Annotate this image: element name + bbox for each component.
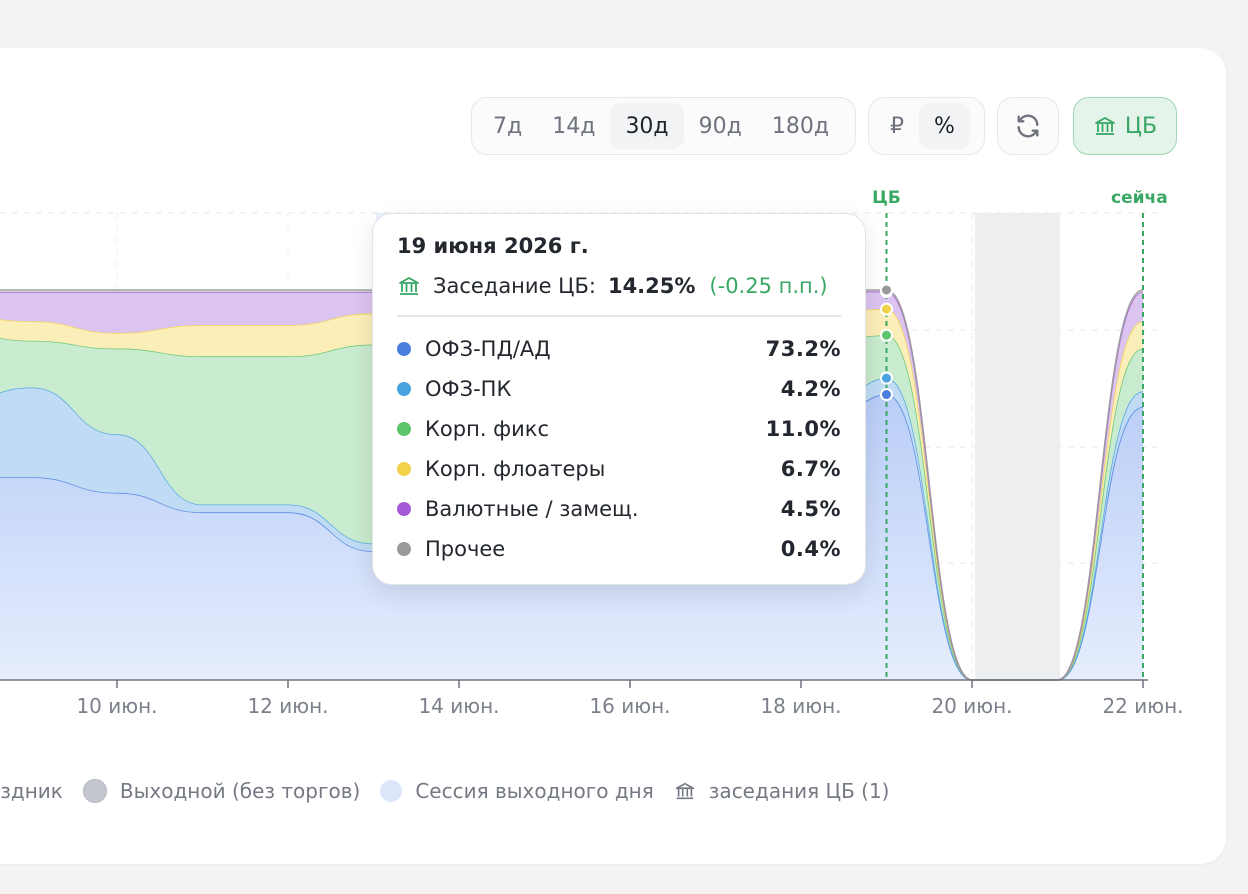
cb-marker-label: ЦБ bbox=[872, 188, 901, 208]
cb-button-label: ЦБ bbox=[1124, 113, 1158, 139]
area-4 bbox=[0, 309, 1143, 681]
tooltip-series-value: 73.2% bbox=[765, 337, 841, 361]
tooltip-row: Валютные / замещ. 4.5% bbox=[397, 494, 841, 524]
hover-point bbox=[880, 302, 893, 316]
now-marker-label: сейча bbox=[1111, 188, 1168, 208]
range-selector: 7д 14д 30д 90д 180д bbox=[471, 97, 856, 155]
series-dot bbox=[397, 542, 411, 556]
tooltip-cb-rate: 14.25% bbox=[607, 274, 696, 298]
series-dot bbox=[397, 342, 411, 356]
tooltip-cb-row: Заседание ЦБ: 14.25% (-0.25 п.п.) bbox=[397, 274, 841, 298]
tooltip-series-name: Корп. фикс bbox=[425, 417, 550, 441]
legend-holiday[interactable]: аздник bbox=[0, 779, 63, 803]
legend-weekend-session[interactable]: Сессия выходного дня bbox=[380, 779, 654, 803]
tooltip-row: Прочее 0.4% bbox=[397, 534, 841, 564]
range-180d-button[interactable]: 180д bbox=[771, 113, 830, 139]
x-tick-label: 10 июн. bbox=[76, 694, 157, 718]
chart-markers: ЦБ сейча bbox=[872, 188, 1168, 680]
tooltip-row: Корп. флоатеры 6.7% bbox=[397, 454, 841, 484]
legend-cb-meetings-label: заседания ЦБ (1) bbox=[708, 779, 890, 803]
x-tick-label: 16 июн. bbox=[589, 694, 670, 718]
x-tick-label: 22 июн. bbox=[1102, 694, 1183, 718]
tooltip-series-name: Прочее bbox=[425, 537, 506, 561]
weekend-band bbox=[975, 213, 1060, 680]
unit-rub-button[interactable]: ₽ bbox=[890, 113, 904, 139]
series-dot bbox=[397, 502, 411, 516]
x-axis: 10 июн. 12 июн. 14 июн. 16 июн. 18 июн. 20 ию… bbox=[0, 679, 1184, 718]
legend-weekend-label: Выходной (без торгов) bbox=[119, 779, 361, 803]
legend-holiday-label: аздник bbox=[0, 779, 63, 803]
tooltip-row: Корп. фикс 11.0% bbox=[397, 414, 841, 444]
tooltip-series-value: 0.4% bbox=[780, 537, 841, 561]
range-7d-button[interactable]: 7д bbox=[493, 113, 523, 139]
tooltip-series-value: 11.0% bbox=[765, 417, 841, 441]
tooltip-cb-delta: (-0.25 п.п.) bbox=[709, 274, 828, 298]
x-tick-label: 20 июн. bbox=[931, 694, 1012, 718]
hover-point bbox=[880, 371, 893, 385]
weekend-session-swatch bbox=[380, 780, 403, 802]
legend-cb-meetings[interactable]: заседания ЦБ (1) bbox=[674, 779, 890, 803]
weekend-swatch bbox=[82, 779, 107, 803]
range-90d-button[interactable]: 90д bbox=[698, 113, 742, 139]
series-dot bbox=[397, 382, 411, 396]
bank-icon bbox=[1095, 117, 1115, 135]
series-dot bbox=[397, 422, 411, 436]
refresh-button[interactable] bbox=[997, 97, 1059, 155]
series-dot bbox=[397, 462, 411, 476]
bank-icon bbox=[399, 277, 419, 295]
tooltip-date: 19 июня 2026 г. bbox=[397, 234, 589, 258]
area-5 bbox=[0, 291, 1143, 681]
unit-percent-button[interactable]: % bbox=[919, 103, 970, 149]
legend-weekend-session-label: Сессия выходного дня bbox=[415, 779, 654, 803]
chart-legend: аздник Выходной (без торгов) Сессия выхо… bbox=[0, 776, 909, 806]
hover-point bbox=[880, 328, 893, 342]
hover-point bbox=[880, 388, 893, 402]
tooltip-series-value: 4.2% bbox=[780, 377, 841, 401]
tooltip-series-value: 6.7% bbox=[780, 457, 841, 481]
cb-meetings-toggle[interactable]: ЦБ bbox=[1073, 97, 1177, 155]
tooltip-divider bbox=[397, 315, 841, 317]
tooltip-series-name: ОФЗ-ПК bbox=[425, 377, 512, 401]
x-tick-label: 12 июн. bbox=[247, 694, 328, 718]
legend-weekend[interactable]: Выходной (без торгов) bbox=[82, 779, 361, 803]
range-30d-button[interactable]: 30д bbox=[610, 103, 684, 149]
tooltip-row: ОФЗ-ПК 4.2% bbox=[397, 374, 841, 404]
range-14d-button[interactable]: 14д bbox=[552, 113, 596, 139]
unit-selector: ₽ % bbox=[868, 97, 985, 155]
tooltip-series-name: Валютные / замещ. bbox=[425, 497, 639, 521]
tooltip-row: ОФЗ-ПД/АД 73.2% bbox=[397, 334, 841, 364]
x-tick-label: 14 июн. bbox=[418, 694, 499, 718]
tooltip-series-value: 4.5% bbox=[780, 497, 841, 521]
tooltip-series-name: ОФЗ-ПД/АД bbox=[425, 337, 551, 361]
x-tick-label: 18 июн. bbox=[760, 694, 841, 718]
hover-point bbox=[880, 283, 893, 297]
tooltip-cb-label: Заседание ЦБ: bbox=[433, 274, 596, 298]
bank-icon bbox=[675, 782, 694, 800]
chart-tooltip: 19 июня 2026 г. Заседание ЦБ: 14.25% (-0… bbox=[372, 213, 866, 585]
refresh-icon bbox=[1017, 114, 1039, 138]
tooltip-series-name: Корп. флоатеры bbox=[425, 457, 606, 481]
